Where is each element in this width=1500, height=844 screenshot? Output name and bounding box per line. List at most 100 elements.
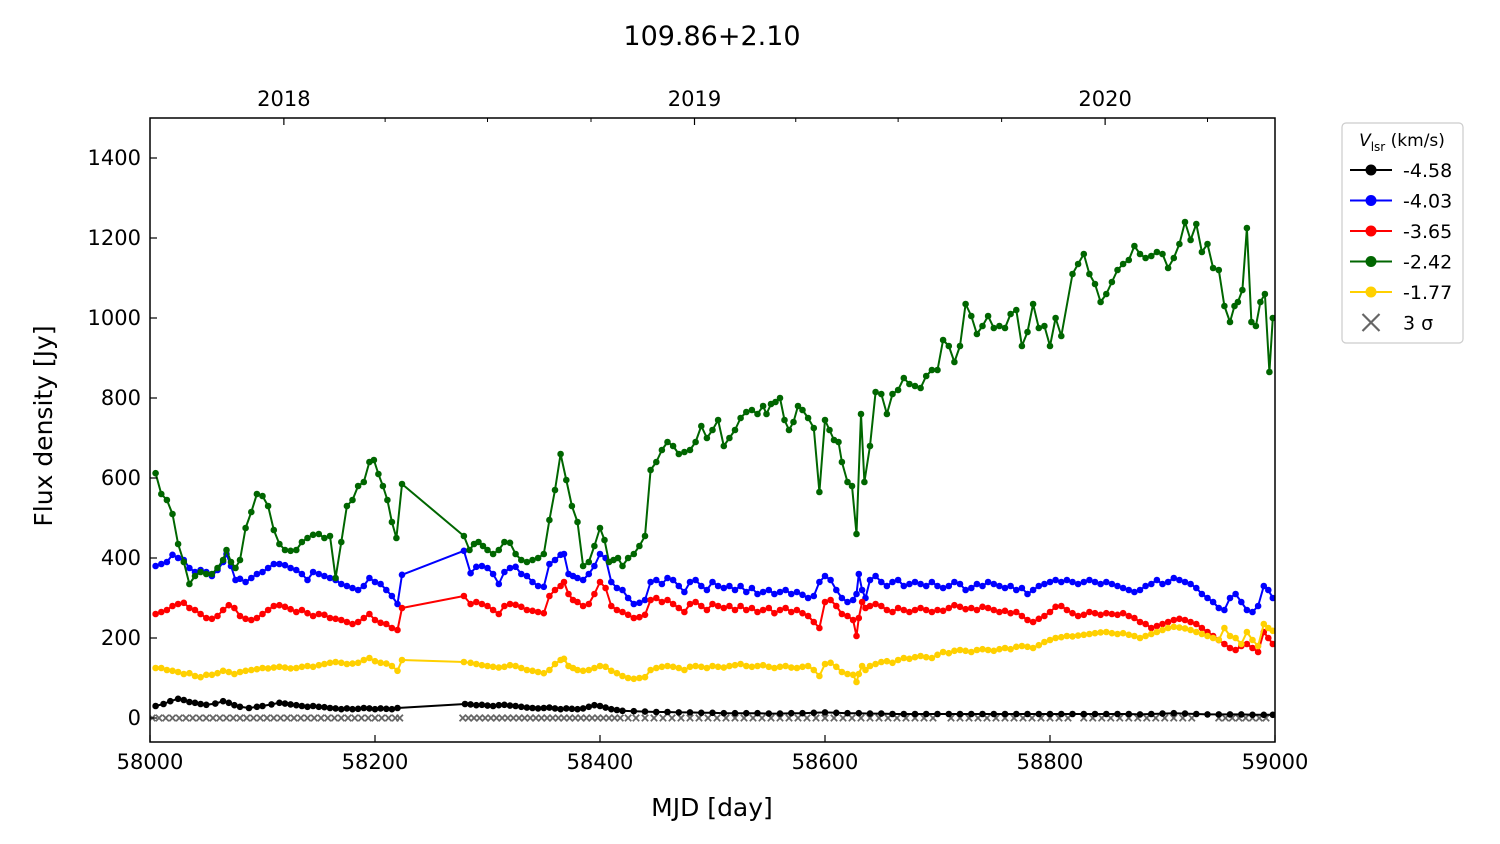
data-point (309, 702, 317, 710)
legend-marker (1365, 286, 1377, 298)
data-point (1269, 314, 1275, 322)
threesigma-marker (371, 714, 379, 722)
data-point (900, 654, 908, 662)
legend-title-sub: lsr (1371, 140, 1386, 154)
y-tick-label: 200 (101, 626, 141, 650)
threesigma-marker (290, 714, 298, 722)
data-point (641, 596, 649, 604)
data-point (1142, 620, 1149, 628)
data-point (1136, 711, 1144, 718)
series--4_58 (152, 695, 1275, 719)
data-point (754, 608, 761, 616)
threesigma-marker (803, 714, 811, 722)
data-point (506, 661, 514, 669)
x-tick-label: 58200 (342, 750, 409, 774)
data-point (844, 612, 851, 620)
data-point (338, 538, 345, 546)
data-point (720, 442, 728, 450)
data-point (788, 608, 795, 616)
data-point (534, 554, 542, 562)
data-point (479, 542, 487, 550)
data-point (506, 702, 514, 709)
threesigma-marker (503, 714, 512, 722)
data-point (1114, 710, 1121, 718)
data-point (245, 704, 253, 712)
data-point (529, 556, 536, 564)
data-point (259, 664, 266, 672)
data-point (293, 608, 300, 616)
data-point (1058, 332, 1065, 340)
data-point (883, 606, 891, 614)
data-point (512, 550, 519, 558)
data-point (922, 710, 930, 718)
data-point (821, 660, 829, 668)
data-point (208, 615, 216, 623)
chart-title: 109.86+2.10 (623, 21, 800, 52)
threesigma-marker (526, 714, 535, 722)
data-point (1232, 590, 1239, 598)
data-point (849, 596, 857, 604)
data-point (214, 612, 221, 620)
data-point (849, 671, 857, 679)
data-point (579, 705, 587, 712)
data-point (602, 704, 609, 711)
data-point (326, 704, 334, 712)
data-point (956, 646, 964, 654)
data-point (1013, 710, 1020, 718)
data-point (979, 710, 986, 718)
data-point (191, 672, 199, 680)
data-point (489, 606, 497, 614)
data-point (1086, 608, 1093, 616)
data-point (844, 709, 851, 717)
series--1_77 (152, 620, 1275, 686)
threesigma-marker (215, 714, 224, 722)
data-point (534, 668, 542, 676)
data-point (461, 700, 469, 708)
data-point (816, 624, 823, 632)
data-point (304, 576, 311, 584)
data-point (1007, 582, 1014, 590)
data-point (973, 330, 981, 338)
data-point (375, 470, 382, 478)
data-point (1215, 604, 1223, 612)
legend-label: -4.03 (1403, 191, 1452, 213)
data-point (990, 710, 998, 718)
threesigma-marker (487, 714, 495, 722)
data-point (281, 664, 289, 671)
data-point (180, 670, 188, 678)
data-point (1080, 611, 1088, 619)
data-point (810, 618, 818, 626)
data-point (956, 342, 964, 350)
data-point (281, 546, 289, 554)
data-point (1153, 576, 1161, 584)
x-tick-label: 58800 (1017, 750, 1084, 774)
data-point (506, 539, 514, 547)
data-point (343, 660, 351, 668)
data-point (709, 578, 716, 586)
data-point (338, 580, 345, 588)
data-point (636, 599, 643, 607)
data-point (720, 709, 728, 717)
data-point (1046, 636, 1054, 644)
data-point (534, 582, 542, 590)
data-point (270, 602, 278, 610)
threesigma-marker (377, 714, 386, 722)
data-point (601, 536, 608, 544)
data-point (596, 702, 604, 710)
data-point (332, 615, 339, 623)
data-point (934, 606, 941, 614)
data-point (653, 576, 660, 584)
data-point (731, 709, 739, 717)
data-point (1170, 574, 1178, 582)
data-point (990, 606, 998, 614)
data-point (776, 606, 784, 614)
data-point (793, 664, 801, 672)
data-point (968, 312, 975, 320)
data-point (475, 538, 482, 546)
data-point (596, 550, 604, 558)
data-point (996, 645, 1003, 653)
data-point (1074, 580, 1082, 588)
data-point (236, 612, 244, 620)
data-point (1024, 643, 1031, 651)
data-point (984, 646, 992, 654)
